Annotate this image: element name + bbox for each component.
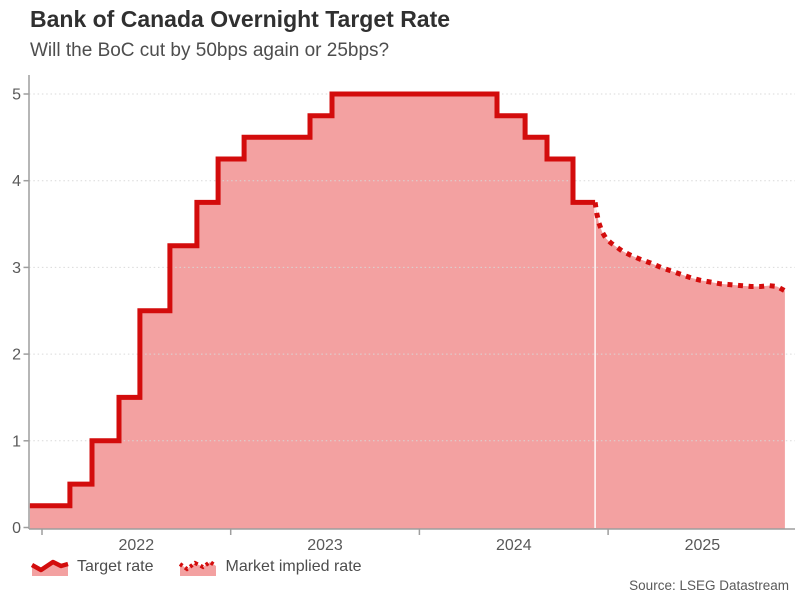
legend: Target rate Market implied rate [31, 557, 362, 577]
chart-subtitle: Will the BoC cut by 50bps again or 25bps… [30, 40, 390, 61]
x-tick-label-2024: 2024 [496, 537, 532, 554]
chart-title: Bank of Canada Overnight Target Rate [30, 6, 451, 32]
legend-label-target-rate: Target rate [77, 558, 154, 575]
y-tick-label-4: 4 [12, 173, 21, 190]
source-attribution: Source: LSEG Datastream [629, 578, 789, 593]
y-tick-label-0: 0 [12, 520, 21, 537]
legend-item-market-implied-rate: Market implied rate [179, 557, 362, 577]
y-tick-label-2: 2 [12, 347, 21, 364]
market-implied-rate-dotted-line [592, 202, 787, 293]
legend-item-target-rate: Target rate [31, 557, 153, 577]
legend-label-market-implied-rate: Market implied rate [225, 558, 362, 575]
x-tick-label-2023: 2023 [307, 537, 343, 554]
target-rate-step-line [29, 91, 596, 509]
y-tick-label-1: 1 [12, 433, 21, 450]
y-tick-label-3: 3 [12, 260, 21, 277]
market-implied-rate-dotted-line-icon [179, 559, 218, 576]
x-tick-label-2022: 2022 [119, 537, 155, 554]
y-tick-label-5: 5 [12, 87, 21, 104]
target-rate-solid-line-icon [31, 559, 69, 576]
x-tick-label-2025: 2025 [685, 537, 721, 554]
